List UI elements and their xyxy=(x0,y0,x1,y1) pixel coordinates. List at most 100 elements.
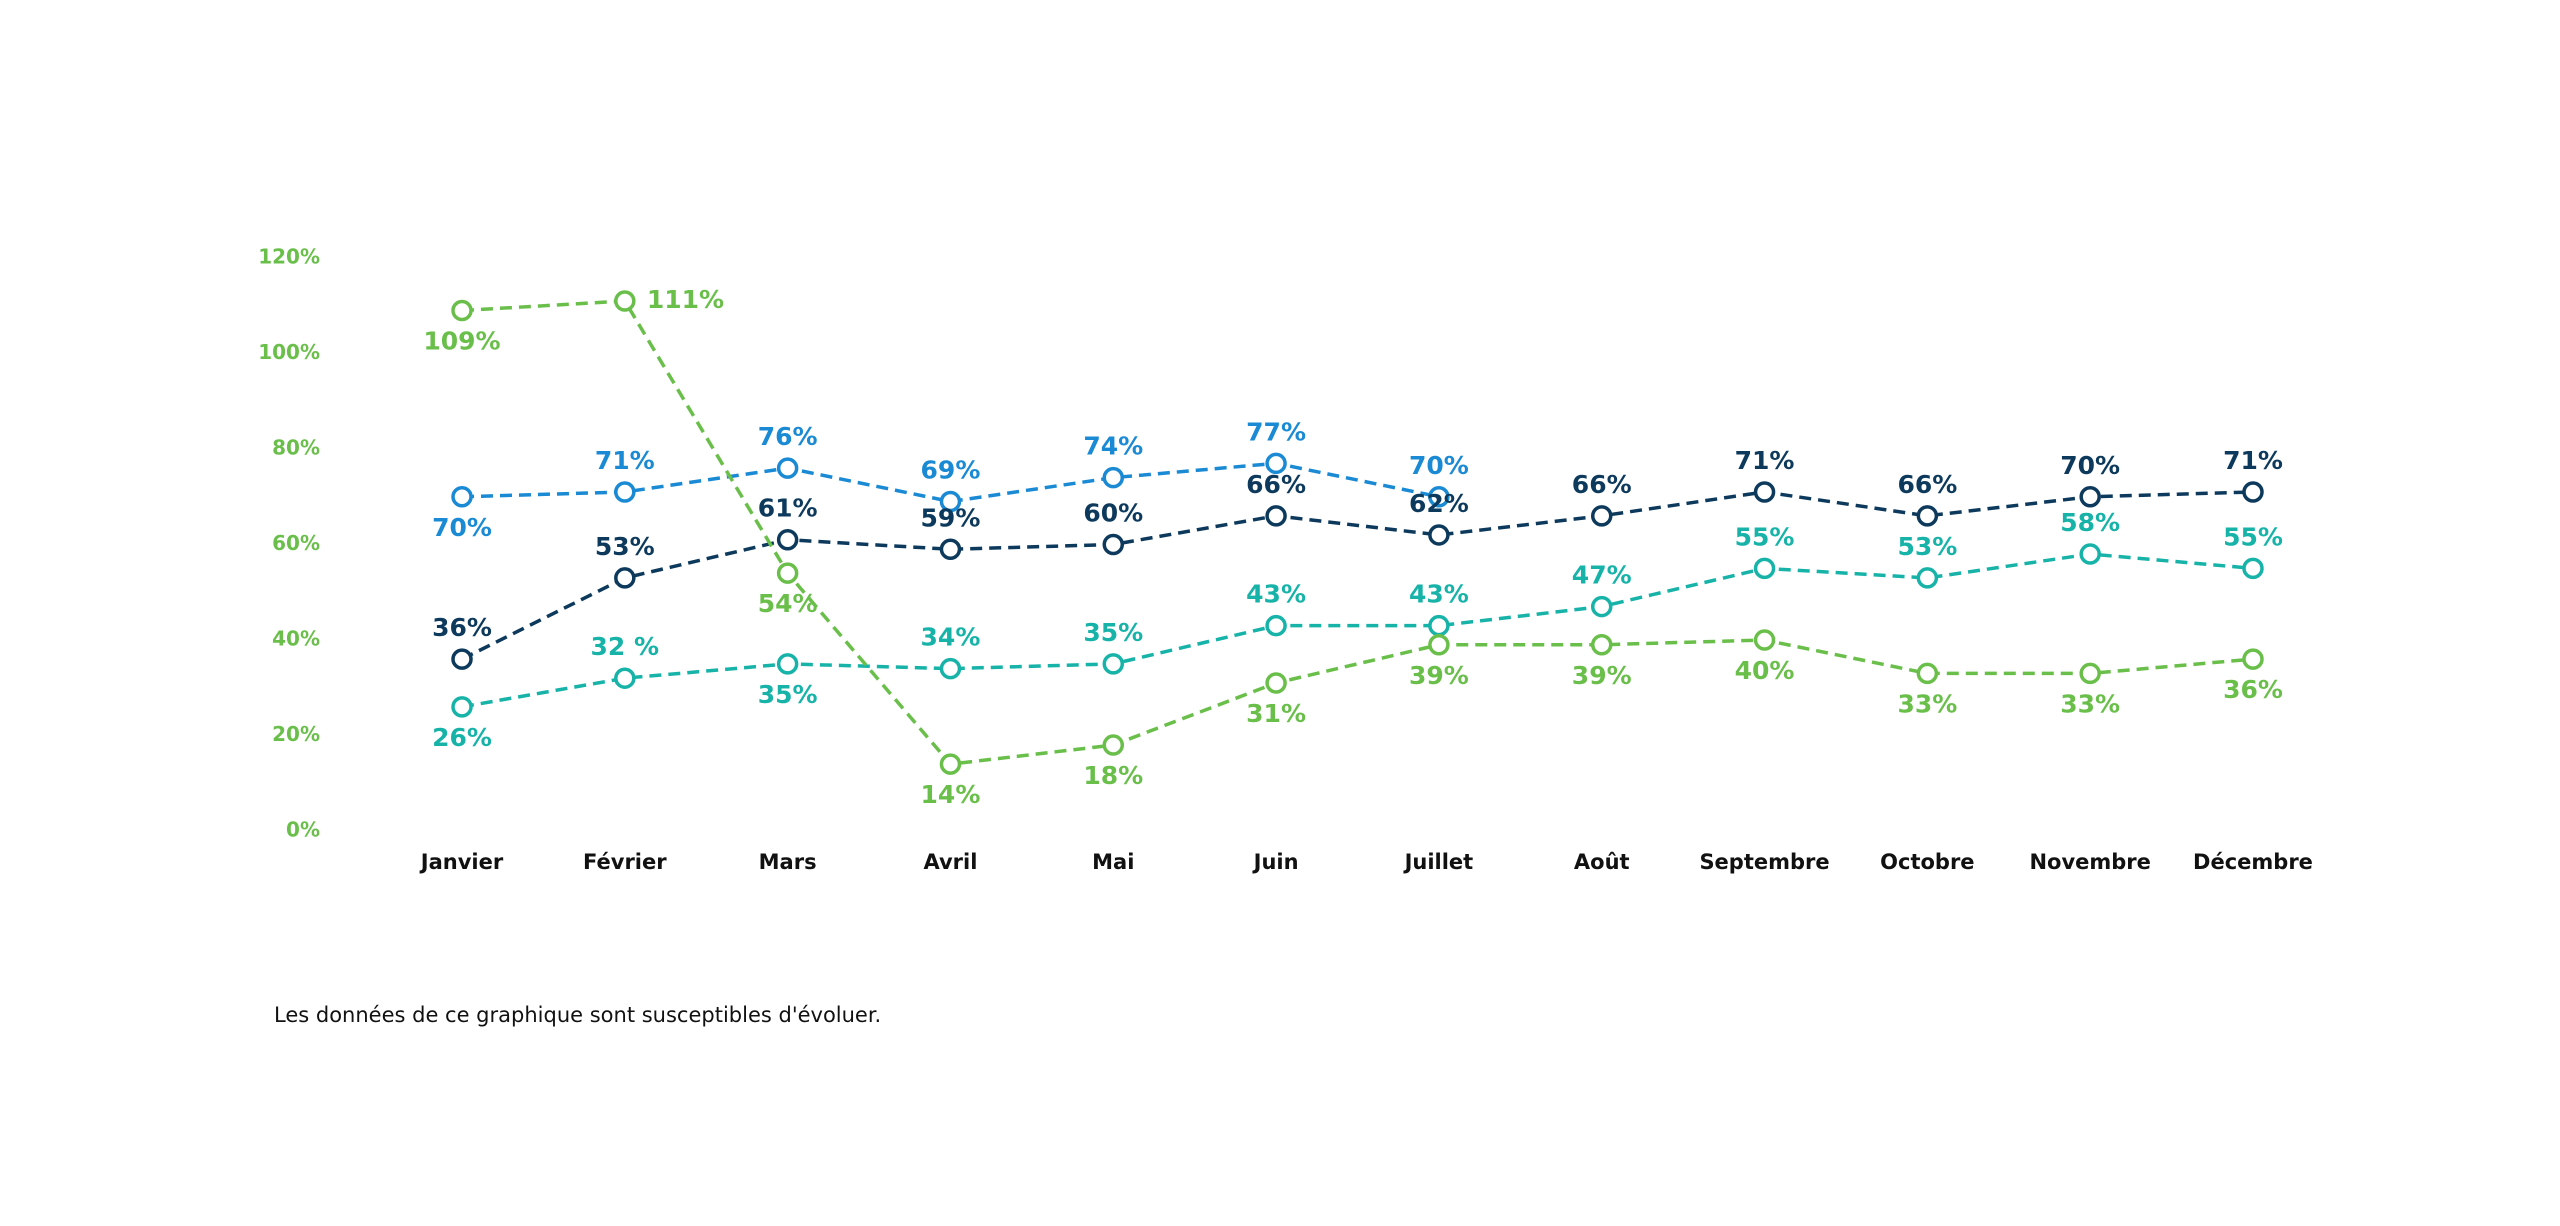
point xyxy=(939,657,962,680)
point xyxy=(451,299,473,322)
point xyxy=(1265,505,1287,527)
point xyxy=(776,653,799,675)
value-label: 69% xyxy=(921,456,981,485)
value-label: 26% xyxy=(432,723,492,752)
value-label: 60% xyxy=(1083,499,1143,528)
point xyxy=(939,538,962,561)
series-line xyxy=(461,552,2254,709)
value-label: 36% xyxy=(2223,675,2283,704)
point xyxy=(2079,486,2101,508)
point xyxy=(1102,734,1125,756)
point xyxy=(1102,653,1125,675)
value-label: 111% xyxy=(647,285,724,314)
x-tick-label: Avril xyxy=(923,850,977,874)
point xyxy=(1916,662,1939,685)
value-label: 66% xyxy=(1897,470,1957,499)
value-label: 55% xyxy=(2223,522,2283,551)
value-label: 70% xyxy=(432,513,492,542)
point xyxy=(776,562,799,584)
value-label: 31% xyxy=(1246,699,1306,728)
value-label: 47% xyxy=(1572,561,1632,590)
value-label: 109% xyxy=(423,327,500,356)
point xyxy=(2242,481,2264,503)
series-line xyxy=(461,299,2254,766)
x-tick-label: Février xyxy=(583,850,667,874)
value-label: 61% xyxy=(758,494,818,523)
point xyxy=(1265,672,1287,694)
point xyxy=(2079,662,2101,685)
value-label: 71% xyxy=(1735,446,1795,475)
value-label: 39% xyxy=(1409,661,1469,690)
x-tick-label: Octobre xyxy=(1880,850,1974,874)
value-label: 74% xyxy=(1083,432,1143,461)
x-tick-label: Novembre xyxy=(2029,850,2150,874)
value-label: 66% xyxy=(1246,470,1306,499)
value-label: 35% xyxy=(1083,618,1143,647)
point xyxy=(1916,567,1939,589)
point xyxy=(1428,614,1450,637)
value-label: 66% xyxy=(1572,470,1632,499)
series-line xyxy=(461,490,2254,661)
point xyxy=(1916,505,1939,527)
x-tick-label: Juillet xyxy=(1403,850,1474,874)
point xyxy=(1428,524,1450,546)
point xyxy=(2242,648,2264,670)
x-tick-label: Juin xyxy=(1252,850,1299,874)
value-label: 59% xyxy=(921,503,981,532)
value-label: 33% xyxy=(1897,689,1957,718)
x-tick-label: Septembre xyxy=(1699,850,1829,874)
value-label: 54% xyxy=(758,589,818,618)
value-label: 53% xyxy=(595,532,655,561)
point xyxy=(776,528,799,551)
point xyxy=(2079,543,2101,565)
point xyxy=(451,486,473,508)
value-label: 70% xyxy=(1409,451,1469,480)
point xyxy=(614,290,636,312)
value-label: 32 % xyxy=(591,632,660,661)
point xyxy=(1428,634,1450,656)
point xyxy=(1590,634,1613,656)
y-tick-label: 80% xyxy=(272,436,320,460)
point xyxy=(939,753,962,775)
y-tick-label: 0% xyxy=(286,818,320,842)
point xyxy=(614,667,636,689)
value-label: 43% xyxy=(1409,580,1469,609)
value-label: 43% xyxy=(1246,580,1306,609)
point xyxy=(614,481,636,503)
value-label: 18% xyxy=(1083,761,1143,790)
point xyxy=(1753,557,1776,580)
point xyxy=(451,696,473,718)
value-label: 62% xyxy=(1409,489,1469,518)
y-tick-label: 40% xyxy=(272,627,320,651)
value-label: 33% xyxy=(2060,689,2120,718)
value-label: 71% xyxy=(2223,446,2283,475)
point xyxy=(1590,595,1613,618)
x-tick-label: Mars xyxy=(759,850,817,874)
point xyxy=(1753,629,1776,651)
point xyxy=(1590,505,1613,527)
point xyxy=(1428,486,1450,508)
y-tick-label: 20% xyxy=(272,722,320,746)
point xyxy=(1102,466,1125,489)
point xyxy=(614,567,636,589)
value-label: 76% xyxy=(758,422,818,451)
point xyxy=(1102,533,1125,556)
y-tick-label: 120% xyxy=(258,245,320,269)
point xyxy=(776,457,799,479)
value-label: 14% xyxy=(921,780,981,809)
value-label: 70% xyxy=(2060,451,2120,480)
point xyxy=(2242,557,2264,580)
value-label: 39% xyxy=(1572,661,1632,690)
y-tick-label: 100% xyxy=(258,340,320,364)
footnote: Les données de ce graphique sont suscept… xyxy=(274,1003,881,1027)
value-label: 36% xyxy=(432,613,492,642)
x-tick-label: Janvier xyxy=(419,850,504,874)
value-label: 71% xyxy=(595,446,655,475)
value-label: 77% xyxy=(1246,417,1306,446)
point xyxy=(1265,452,1287,475)
value-label: 40% xyxy=(1735,656,1795,685)
x-tick-label: Août xyxy=(1574,850,1630,874)
point xyxy=(1265,614,1287,637)
point xyxy=(1753,481,1776,503)
